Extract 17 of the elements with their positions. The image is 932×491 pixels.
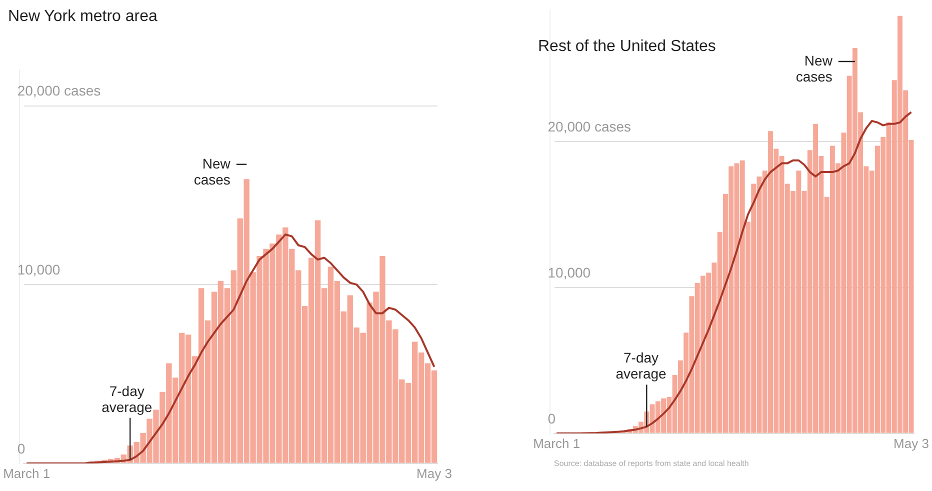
x-tick-label: March 1 bbox=[3, 466, 50, 481]
y-tick-label: 10,000 bbox=[17, 261, 60, 278]
annotation: 7-day average bbox=[102, 382, 152, 415]
source-note: Source: database of reports from state and local health bbox=[554, 459, 749, 468]
x-tick-label: May 3 bbox=[894, 436, 929, 451]
chart-title: New York metro area bbox=[8, 8, 158, 26]
y-tick-label: 10,000 bbox=[548, 264, 591, 280]
text: Rest of the United States bbox=[538, 38, 716, 56]
x-tick-label: March 1 bbox=[533, 436, 580, 451]
annotation: New cases bbox=[796, 52, 834, 84]
annotation: New cases bbox=[194, 155, 232, 188]
y-tick-label: 0 bbox=[548, 410, 556, 426]
y-tick-label: 20,000 cases bbox=[548, 118, 632, 134]
annotation: 7-day average bbox=[616, 350, 667, 382]
y-tick-label: 0 bbox=[17, 440, 26, 456]
x-tick-label: May 3 bbox=[416, 466, 452, 481]
y-tick-label: 20,000 cases bbox=[17, 82, 101, 99]
